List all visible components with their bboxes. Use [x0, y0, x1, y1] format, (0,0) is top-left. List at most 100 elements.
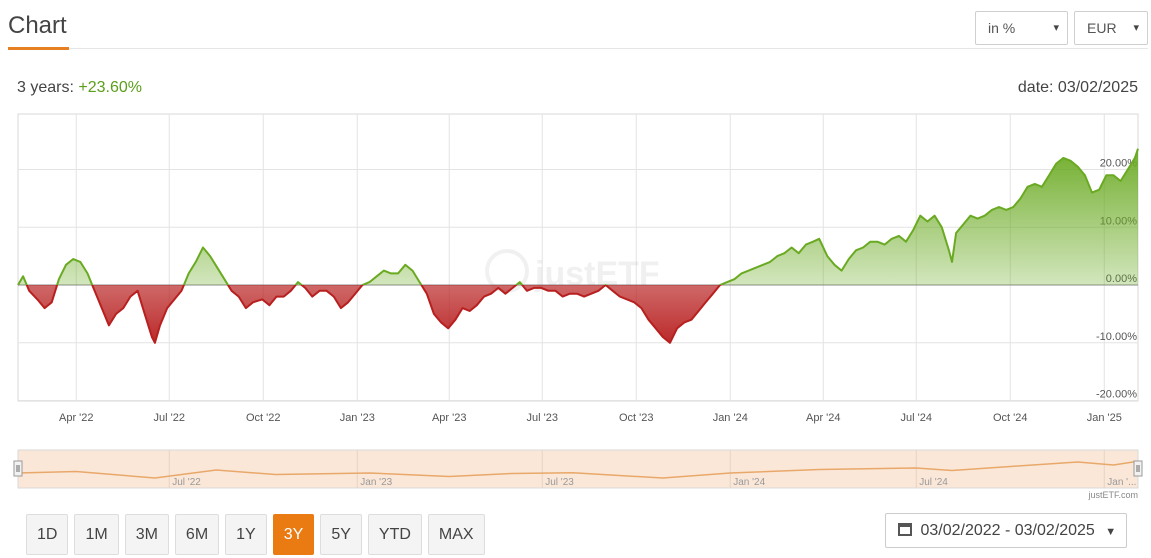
data-point [941, 226, 943, 228]
data-point [955, 232, 957, 234]
data-point [447, 327, 449, 329]
data-point [741, 272, 743, 274]
data-point [361, 284, 363, 286]
data-point [991, 209, 993, 211]
x-tick-label: Jan '24 [713, 412, 748, 424]
data-point [762, 264, 764, 266]
x-tick-label: Oct '22 [246, 412, 281, 424]
navigator-tick-label: Jan '24 [733, 477, 765, 488]
data-point [705, 301, 707, 303]
data-point [181, 290, 183, 292]
range-navigator[interactable]: Jul '22 Jan '23 Jul '23 Jan '24 Jul '24 Jan '… [0, 448, 1151, 492]
data-point [188, 272, 190, 274]
range-button-5y[interactable]: 5Y [320, 514, 362, 555]
data-point [483, 296, 485, 298]
data-point [512, 287, 514, 289]
data-point [101, 307, 103, 309]
data-point [948, 249, 950, 251]
date-range-picker[interactable]: 03/02/2022 - 03/02/2025 ▼ [885, 513, 1127, 548]
data-point [927, 221, 929, 223]
x-tick-label: Jul '22 [154, 412, 185, 424]
navigator-handle-right[interactable] [1133, 460, 1143, 477]
period-label: 3 years: [17, 79, 74, 96]
data-point [898, 235, 900, 237]
data-point [818, 238, 820, 240]
range-button-1d[interactable]: 1D [26, 514, 69, 555]
data-point [65, 264, 67, 266]
navigator-window [17, 449, 1139, 489]
data-point [412, 270, 414, 272]
data-point [905, 241, 907, 243]
data-point [769, 261, 771, 263]
range-button-group: 1D 1M 3M 6M 1Y 3Y 5Y YTD MAX [26, 514, 485, 555]
positive-area [18, 148, 1138, 285]
data-point [1041, 186, 1043, 188]
data-point [826, 255, 828, 257]
navigator-handle-left[interactable] [13, 460, 23, 477]
data-point [969, 215, 971, 217]
range-button-3m[interactable]: 3M [124, 514, 169, 555]
data-point [547, 290, 549, 292]
data-point [122, 307, 124, 309]
data-point [984, 215, 986, 217]
data-point [166, 307, 168, 309]
data-point [640, 307, 642, 309]
data-point [51, 301, 53, 303]
data-point [419, 281, 421, 283]
data-point [519, 281, 521, 283]
navigator-tick-label: Jul '24 [919, 477, 948, 488]
data-point [216, 267, 218, 269]
series-line-positive [17, 148, 1139, 285]
x-tick-label: Apr '24 [806, 412, 841, 424]
data-point [404, 264, 406, 266]
range-button-6m[interactable]: 6M [174, 514, 220, 555]
data-point [202, 247, 204, 249]
currency-select[interactable]: EUR ▾ [1074, 11, 1148, 45]
data-point [719, 284, 721, 286]
header-divider [8, 48, 1148, 49]
data-point [1105, 174, 1107, 176]
range-button-ytd[interactable]: YTD [367, 514, 422, 555]
data-point [390, 272, 392, 274]
page-title: Chart [8, 12, 67, 39]
unit-select[interactable]: in % ▾ [975, 11, 1068, 45]
data-point [951, 261, 953, 263]
data-point [726, 281, 728, 283]
x-tick-label: Jan '23 [340, 412, 375, 424]
data-point [238, 296, 240, 298]
data-point [848, 258, 850, 260]
data-point [22, 275, 24, 277]
data-point [748, 270, 750, 272]
data-point [151, 336, 153, 338]
data-point [798, 252, 800, 254]
currency-select-value: EUR [1087, 20, 1117, 36]
x-tick-label: Jul '24 [901, 412, 932, 424]
performance-chart[interactable]: Apr '22 Jul '22 Oct '22 Jan '23 Apr '23 Jul '… [0, 112, 1151, 430]
range-button-max[interactable]: MAX [427, 514, 485, 555]
y-tick-label: -20.00% [1096, 389, 1137, 401]
data-point [28, 290, 30, 292]
date-range-value: 03/02/2022 - 03/02/2025 [920, 522, 1095, 539]
data-point [1070, 160, 1072, 162]
data-point [555, 290, 557, 292]
range-button-1m[interactable]: 1M [74, 514, 119, 555]
data-point [497, 287, 499, 289]
chart-date: date: 03/02/2025 [1017, 79, 1138, 96]
data-point [311, 296, 313, 298]
calendar-icon [898, 523, 912, 536]
data-point [533, 287, 535, 289]
data-point [576, 293, 578, 295]
data-point [17, 284, 19, 286]
range-button-3y[interactable]: 3Y [272, 514, 315, 555]
data-point [79, 261, 81, 263]
range-button-1y[interactable]: 1Y [225, 514, 267, 555]
data-point [383, 270, 385, 272]
data-point [683, 322, 685, 324]
data-point [144, 313, 146, 315]
data-point [783, 252, 785, 254]
data-point [333, 296, 335, 298]
data-point [612, 290, 614, 292]
data-point [755, 267, 757, 269]
data-point [1091, 192, 1093, 194]
data-point [252, 301, 254, 303]
